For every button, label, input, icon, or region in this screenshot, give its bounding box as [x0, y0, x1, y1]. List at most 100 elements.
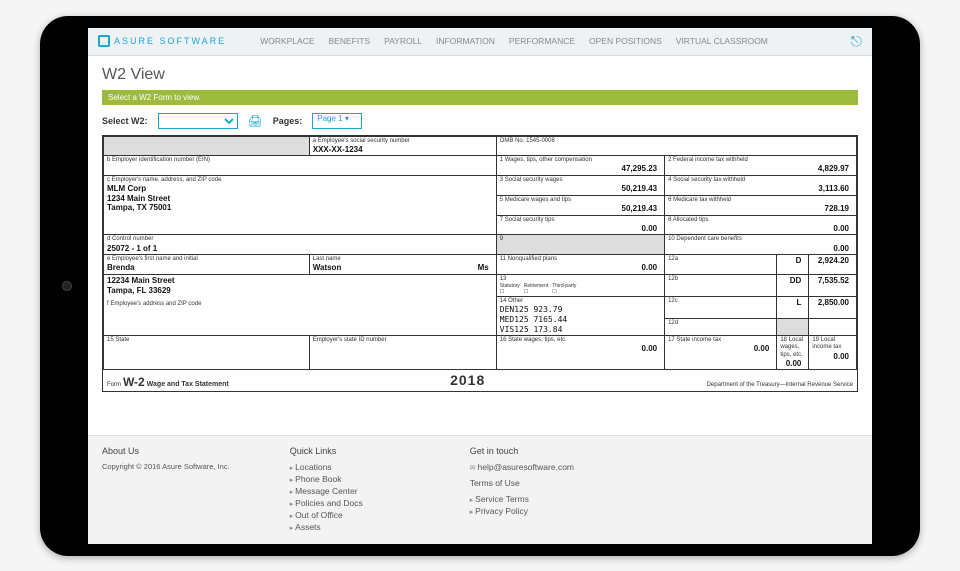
form-label: Form [107, 382, 121, 388]
nav-performance[interactable]: PERFORMANCE [509, 36, 575, 46]
box12a-value: 2,924.20 [812, 256, 853, 266]
box12a-code: D [780, 256, 805, 266]
employer-name: MLM Corp [107, 184, 493, 194]
box9-label: 9 [500, 236, 661, 243]
page-body: W2 View Select a W2 Form to view. Select… [88, 56, 872, 435]
box6-value: 728.19 [668, 204, 853, 214]
box2-value: 4,829.97 [668, 164, 853, 174]
nav-open-positions[interactable]: OPEN POSITIONS [589, 36, 662, 46]
brand[interactable]: ASURE SOFTWARE [98, 35, 226, 47]
footer-quicklinks: Quick Links Locations Phone Book Message… [290, 446, 410, 534]
box4-label: 4 Social security tax withheld [668, 177, 853, 184]
page-title: W2 View [102, 66, 858, 84]
instruction-banner: Select a W2 Form to view. [102, 90, 858, 105]
box5-label: 5 Medicare wages and tips [500, 197, 661, 204]
box15-label: 15 State [107, 337, 306, 344]
nav-virtual-classroom[interactable]: VIRTUAL CLASSROOM [676, 36, 768, 46]
ql-message-center[interactable]: Message Center [290, 486, 410, 496]
box14-label: 14 Other [500, 298, 661, 305]
omb-label: OMB No. 1545-0008 [500, 138, 853, 145]
box10-value: 0.00 [668, 244, 853, 254]
nav-benefits[interactable]: BENEFITS [329, 36, 371, 46]
emp-addr-label: f Employee's address and ZIP code [107, 301, 493, 308]
link-privacy-policy[interactable]: Privacy Policy [470, 506, 590, 516]
box12c-code: L [780, 298, 805, 308]
box17-label: 17 State income tax [668, 337, 773, 344]
contact-email[interactable]: help@asuresoftware.com [470, 462, 590, 472]
form-year: 2018 [450, 372, 485, 389]
emp-city: Tampa, FL 33629 [107, 286, 493, 296]
footer: About Us Copyright © 2016 Asure Software… [88, 435, 872, 544]
brand-logo-icon [98, 35, 110, 47]
brand-name: ASURE SOFTWARE [114, 36, 226, 46]
box8-label: 8 Allocated tips [668, 217, 853, 224]
link-service-terms[interactable]: Service Terms [470, 494, 590, 504]
ql-out-of-office[interactable]: Out of Office [290, 510, 410, 520]
pages-label: Pages: [273, 116, 303, 126]
box12c-label: 12c [668, 298, 773, 305]
emp-street: 12234 Main Street [107, 276, 493, 286]
ql-phonebook[interactable]: Phone Book [290, 474, 410, 484]
select-w2-label: Select W2: [102, 116, 148, 126]
nav-links: WORKPLACE BENEFITS PAYROLL INFORMATION P… [260, 36, 768, 46]
box12a-label: 12a [668, 256, 773, 263]
w2-form: a Employee's social security numberXXX-X… [102, 135, 858, 393]
nav-payroll[interactable]: PAYROLL [384, 36, 422, 46]
dept-label: Department of the Treasury—Internal Reve… [707, 382, 853, 389]
box1-label: 1 Wages, tips, other compensation [500, 157, 661, 164]
box18-label: 18 Local wages, tips, etc. [780, 337, 805, 359]
footer-about: About Us Copyright © 2016 Asure Software… [102, 446, 230, 534]
box12b-label: 12b [668, 276, 773, 283]
nav-information[interactable]: INFORMATION [436, 36, 495, 46]
touch-title: Get in touch [470, 446, 590, 456]
box19-label: 19 Local income tax [812, 337, 853, 351]
box16-value: 0.00 [500, 344, 661, 354]
box3-value: 50,219.43 [500, 184, 661, 194]
box13-label: 13 [500, 276, 661, 283]
other2: MED125 7165.44 [500, 315, 661, 325]
print-icon[interactable]: 🖨 [248, 114, 263, 128]
box15b-label: Employer's state ID number [313, 337, 493, 344]
employer-city: Tampa, TX 75001 [107, 203, 493, 213]
box18-value: 0.00 [780, 359, 805, 369]
about-title: About Us [102, 446, 230, 456]
ql-assets[interactable]: Assets [290, 522, 410, 532]
box7-label: 7 Social security tips [500, 217, 661, 224]
pages-dropdown[interactable]: Page 1 ▾ [312, 113, 362, 129]
box11-value: 0.00 [500, 263, 661, 273]
ssn-label: a Employee's social security number [313, 138, 493, 145]
box16-label: 16 State wages, tips, etc. [500, 337, 661, 344]
box10-label: 10 Dependent care benefits [668, 236, 853, 243]
ssn-value: XXX-XX-1234 [313, 145, 493, 155]
suffix-value: Ms [478, 263, 493, 273]
other1: DEN125 923.79 [500, 305, 661, 315]
box7-value: 0.00 [500, 224, 661, 234]
box5-value: 50,219.43 [500, 204, 661, 214]
box1-value: 47,295.23 [500, 164, 661, 174]
logout-icon[interactable]: ⎋ [851, 33, 862, 50]
controls-row: Select W2: 🖨 Pages: Page 1 ▾ [102, 113, 858, 129]
camera-dot [62, 281, 72, 291]
copyright: Copyright © 2016 Asure Software, Inc. [102, 462, 230, 471]
box12c-value: 2,850.00 [812, 298, 853, 308]
control-label: d Control number [107, 236, 493, 243]
first-value: Brenda [107, 263, 306, 273]
nav-workplace[interactable]: WORKPLACE [260, 36, 314, 46]
first-label: e Employee's first name and initial [107, 256, 306, 263]
quick-title: Quick Links [290, 446, 410, 456]
select-w2-dropdown[interactable] [158, 113, 238, 129]
w2-footer: Form W-2 Wage and Tax Statement 2018 Dep… [103, 370, 857, 391]
box3-label: 3 Social security wages [500, 177, 661, 184]
terms-title: Terms of Use [470, 478, 590, 488]
last-value: Watson [313, 263, 346, 273]
box19-value: 0.00 [812, 352, 853, 362]
box11-label: 11 Nonqualified plans [500, 256, 661, 263]
top-nav: ASURE SOFTWARE WORKPLACE BENEFITS PAYROL… [88, 28, 872, 56]
form-desc: Wage and Tax Statement [147, 381, 229, 388]
app-screen: ASURE SOFTWARE WORKPLACE BENEFITS PAYROL… [88, 28, 872, 544]
other3: VIS125 173.84 [500, 325, 661, 335]
employer-label: c Employer's name, address, and ZIP code [107, 177, 493, 184]
ql-locations[interactable]: Locations [290, 462, 410, 472]
last-label: Last name [313, 256, 493, 263]
ql-policies[interactable]: Policies and Docs [290, 498, 410, 508]
